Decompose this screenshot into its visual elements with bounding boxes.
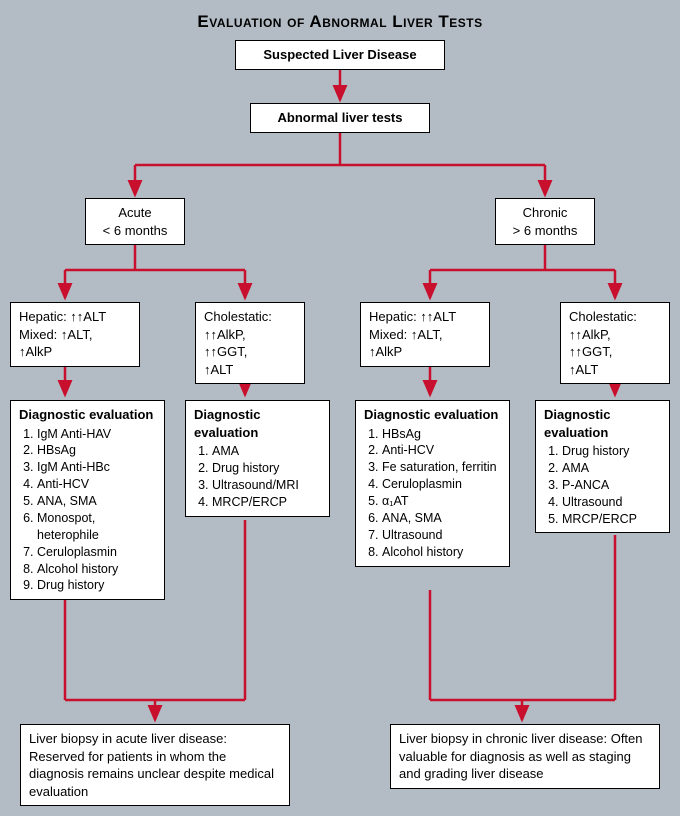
diag-header: Diagnostic evaluation (544, 406, 661, 441)
list-item: α₁AT (382, 493, 501, 510)
list-item: Anti-HCV (382, 442, 501, 459)
list-item: MRCP/ERCP (212, 494, 321, 511)
list-item: Anti-HCV (37, 476, 156, 493)
diag-list-acute-cholestatic: AMADrug historyUltrasound/MRIMRCP/ERCP (194, 443, 321, 511)
list-item: AMA (212, 443, 321, 460)
diag-list-chronic-cholestatic: Drug historyAMAP-ANCAUltrasoundMRCP/ERCP (544, 443, 661, 527)
list-item: Fe saturation, ferritin (382, 459, 501, 476)
list-item: ANA, SMA (382, 510, 501, 527)
list-item: Ceruloplasmin (37, 544, 156, 561)
diag-header: Diagnostic evaluation (19, 406, 156, 424)
diag-list-acute-hepatic: IgM Anti-HAVHBsAgIgM Anti-HBcAnti-HCVANA… (19, 426, 156, 595)
list-item: Monospot, heterophile (37, 510, 156, 544)
list-item: Alcohol history (37, 561, 156, 578)
node-diag-chronic-cholestatic: Diagnostic evaluation Drug historyAMAP-A… (535, 400, 670, 533)
list-item: P-ANCA (562, 477, 661, 494)
node-abnormal-tests: Abnormal liver tests (250, 103, 430, 133)
node-chronic-hepatic: Hepatic: ↑↑ALT Mixed: ↑ALT, ↑AlkP (360, 302, 490, 367)
list-item: IgM Anti-HBc (37, 459, 156, 476)
node-acute: Acute < 6 months (85, 198, 185, 245)
node-diag-acute-hepatic: Diagnostic evaluation IgM Anti-HAVHBsAgI… (10, 400, 165, 600)
node-root: Suspected Liver Disease (235, 40, 445, 70)
list-item: ANA, SMA (37, 493, 156, 510)
node-diag-acute-cholestatic: Diagnostic evaluation AMADrug historyUlt… (185, 400, 330, 517)
list-item: Ceruloplasmin (382, 476, 501, 493)
list-item: IgM Anti-HAV (37, 426, 156, 443)
list-item: Ultrasound (562, 494, 661, 511)
list-item: MRCP/ERCP (562, 511, 661, 528)
list-item: AMA (562, 460, 661, 477)
page-title: Evaluation of Abnormal Liver Tests (0, 12, 680, 32)
list-item: Drug history (37, 577, 156, 594)
node-diag-chronic-hepatic: Diagnostic evaluation HBsAgAnti-HCVFe sa… (355, 400, 510, 567)
list-item: Ultrasound (382, 527, 501, 544)
list-item: Ultrasound/MRI (212, 477, 321, 494)
list-item: Drug history (562, 443, 661, 460)
diag-list-chronic-hepatic: HBsAgAnti-HCVFe saturation, ferritinCeru… (364, 426, 501, 561)
node-chronic-cholestatic: Cholestatic: ↑↑AlkP, ↑↑GGT, ↑ALT (560, 302, 670, 384)
diag-header: Diagnostic evaluation (194, 406, 321, 441)
node-acute-hepatic: Hepatic: ↑↑ALT Mixed: ↑ALT, ↑AlkP (10, 302, 140, 367)
diag-header: Diagnostic evaluation (364, 406, 501, 424)
list-item: HBsAg (37, 442, 156, 459)
node-acute-cholestatic: Cholestatic: ↑↑AlkP, ↑↑GGT, ↑ALT (195, 302, 305, 384)
list-item: HBsAg (382, 426, 501, 443)
node-biopsy-acute: Liver biopsy in acute liver disease: Res… (20, 724, 290, 806)
node-chronic: Chronic > 6 months (495, 198, 595, 245)
node-biopsy-chronic: Liver biopsy in chronic liver disease: O… (390, 724, 660, 789)
list-item: Alcohol history (382, 544, 501, 561)
list-item: Drug history (212, 460, 321, 477)
